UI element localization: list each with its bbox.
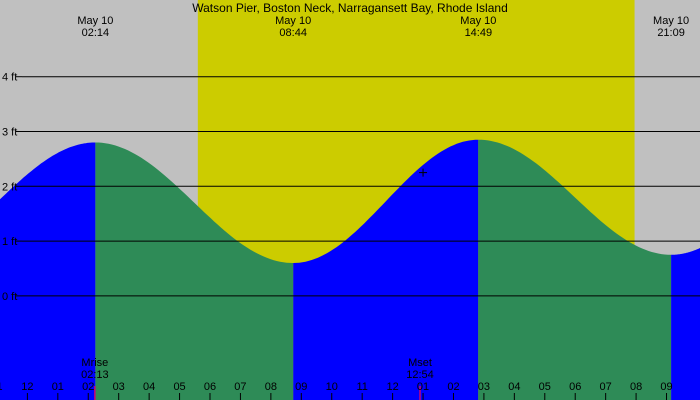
extreme-date-label: May 10 [653,15,689,27]
x-tick-label: 07 [234,381,246,393]
x-tick-label: 05 [539,381,551,393]
x-tick-label: 10 [326,381,338,393]
extreme-date-label: May 10 [77,15,113,27]
moon-event-label: Mrise [81,357,108,369]
falling-tide-segment [478,139,672,400]
hour-tick-labels: 11 12 01 02 03 04 05 06 07 08 09 10 11 12 01 02 03 04 05 06… [0,381,673,400]
extreme-date-label: May 10 [275,15,311,27]
x-tick-label: 01 [52,381,64,393]
x-tick-label: 09 [660,381,672,393]
x-tick-label: 06 [204,381,216,393]
x-tick-label: 05 [173,381,185,393]
x-tick-label: 11 [356,381,367,393]
x-tick-label: 04 [508,381,520,393]
y-tick-label: 2 ft [2,181,17,193]
x-tick-label: 08 [630,381,642,393]
x-tick-label: 03 [113,381,125,393]
rising-tide-segment [0,142,96,400]
x-tick-label: 12 [386,381,398,393]
falling-tide-segment [95,142,294,400]
height-tick-labels: 4 ft 3 ft 2 ft 1 ft 0 ft [2,72,17,303]
extreme-time-label: 08:44 [279,27,307,39]
x-tick-label: 11 [0,381,3,393]
extreme-time-label: 14:49 [465,27,493,39]
x-tick-label: 08 [265,381,277,393]
x-tick-label: 06 [569,381,581,393]
x-tick-label: 03 [478,381,490,393]
x-tick-label: 02 [447,381,459,393]
x-tick-label: 04 [143,381,155,393]
x-tick-label: 12 [21,381,33,393]
tide-area [0,139,700,400]
y-tick-label: 1 ft [2,236,17,248]
moon-event-label: Mset [408,357,432,369]
chart-title: Watson Pier, Boston Neck, Narragansett B… [192,1,508,15]
rising-tide-segment [293,139,479,400]
moon-event-time: 12:54 [406,369,434,381]
extreme-time-label: 21:09 [657,27,685,39]
x-tick-label: 07 [600,381,612,393]
y-tick-label: 4 ft [2,72,17,84]
x-tick-label: 02 [82,381,94,393]
rising-tide-segment [671,248,700,400]
x-tick-label: 09 [295,381,307,393]
y-tick-label: 3 ft [2,127,17,139]
moon-event-time: 02:13 [81,369,109,381]
x-tick-label: 01 [417,381,429,393]
height-gridlines [16,76,700,297]
extreme-date-label: May 10 [460,15,496,27]
current-position-marker [419,168,428,177]
y-tick-label: 0 ft [2,291,17,303]
extreme-time-label: 02:14 [82,27,110,39]
